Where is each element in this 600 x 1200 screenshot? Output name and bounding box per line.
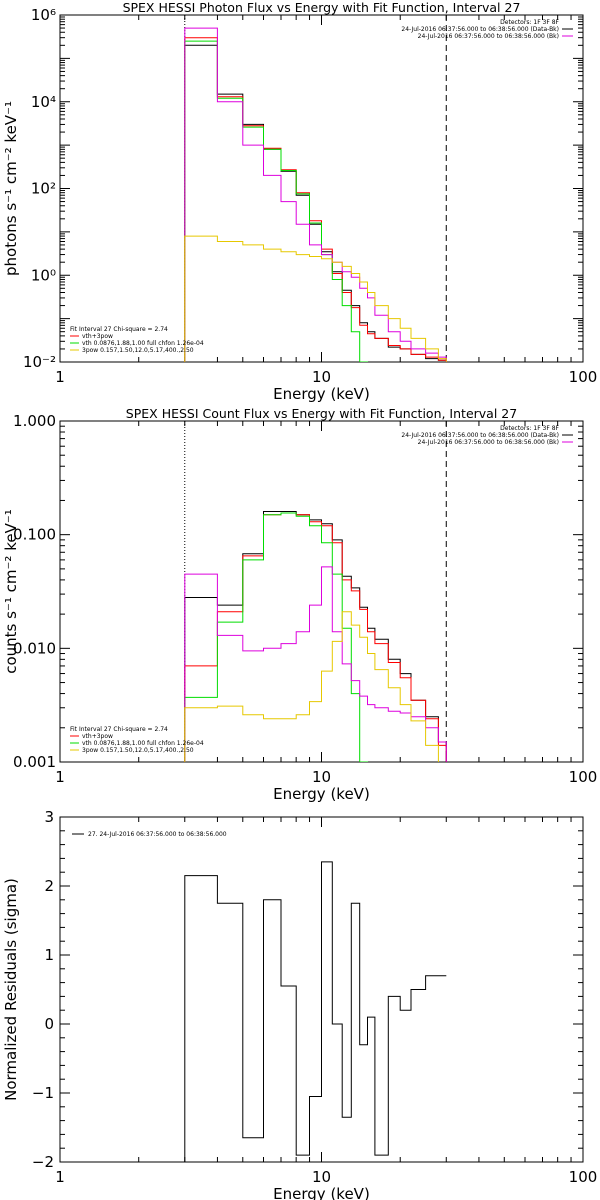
x-tick-label: 100 — [569, 768, 598, 786]
y-tick-label: 0.001 — [13, 753, 56, 771]
x-tick-label: 100 — [569, 368, 598, 386]
legend-entry-data: 24-Jul-2016 06:37:56.000 to 06:38:56.000… — [401, 432, 559, 439]
series-line-bk — [184, 27, 447, 362]
fit-legend: Fit Interval 27 Chi-square = 2.74vth+3po… — [70, 326, 204, 354]
legend-fit-component: 3pow 0.157,1.50,12.0,5.17,400.,2.50 — [82, 347, 194, 354]
x-axis-label: Energy (keV) — [273, 385, 370, 403]
y-tick-label: 1.000 — [13, 412, 56, 430]
legend-entry: 27. 24-Jul-2016 06:37:56.000 to 06:38:56… — [88, 831, 227, 838]
y-tick-label: −1 — [32, 1084, 54, 1102]
y-tick-label: 10² — [31, 180, 56, 198]
y-tick-label: 0 — [44, 1015, 54, 1033]
legend-detectors: Detectors: 1F 3F 8F — [500, 19, 559, 26]
legend-entry-bk: 24-Jul-2016 06:37:56.000 to 06:38:56.000… — [418, 439, 559, 446]
series-line-vth — [184, 40, 447, 362]
x-tick-label: 100 — [569, 1168, 598, 1186]
y-tick-label: 2 — [44, 877, 54, 895]
x-tick-label: 10 — [312, 368, 331, 386]
legend-entry-data: 24-Jul-2016 06:37:56.000 to 06:38:56.000… — [401, 26, 559, 33]
legend-entry-bk: 24-Jul-2016 06:37:56.000 to 06:38:56.000… — [418, 33, 559, 40]
legend-fit-component: vth+3pow — [82, 733, 113, 740]
series-line-data-bk — [184, 44, 447, 362]
series-line-vth — [184, 512, 447, 762]
x-tick-label: 1 — [55, 768, 65, 786]
legend-fit-component: vth+3pow — [82, 333, 113, 340]
y-tick-label: 1 — [44, 946, 54, 964]
x-tick-label: 1 — [55, 368, 65, 386]
data-series-group — [184, 861, 447, 1162]
y-tick-label: −2 — [32, 1153, 54, 1171]
legend-fit-component: vth 0.0876,1.88,1.00 full chfon 1.26e-04 — [82, 340, 204, 347]
y-tick-label: 10⁻² — [23, 353, 56, 371]
series-line-data-bk — [184, 511, 447, 762]
plot-frame — [59, 14, 584, 363]
series-line-3pow — [184, 235, 447, 362]
series-line-bk — [184, 566, 447, 762]
x-tick-label: 10 — [312, 1168, 331, 1186]
legend-fit-component: vth 0.0876,1.88,1.00 full chfon 1.26e-04 — [82, 740, 204, 747]
chart-panel-1: SPEX HESSI Photon Flux vs Energy with Fi… — [2, 0, 597, 403]
series-line-vth-3pow — [184, 512, 447, 762]
legend-fit-interval: Fit Interval 27 Chi-square = 2.74 — [70, 326, 168, 333]
data-series-group — [184, 27, 447, 362]
data-series-group — [184, 511, 447, 762]
series-line-vth-3pow — [184, 37, 447, 362]
legend-fit-interval: Fit Interval 27 Chi-square = 2.74 — [70, 726, 168, 733]
y-axis-label: counts s⁻¹ cm⁻² keV⁻¹ — [2, 509, 20, 674]
y-axis-label: Normalized Residuals (sigma) — [2, 878, 20, 1101]
chart-title: SPEX HESSI Count Flux vs Energy with Fit… — [126, 406, 517, 421]
y-tick-label: 3 — [44, 808, 54, 826]
fit-legend: Fit Interval 27 Chi-square = 2.74vth+3po… — [70, 726, 204, 754]
y-tick-label: 0.100 — [13, 526, 56, 544]
series-line-27-24-jul-2016-06-37-56-000-to — [184, 861, 447, 1162]
x-tick-label: 10 — [312, 768, 331, 786]
x-tick-label: 1 — [55, 1168, 65, 1186]
residual-legend: 27. 24-Jul-2016 06:37:56.000 to 06:38:56… — [72, 831, 227, 838]
series-line-3pow — [184, 611, 447, 762]
y-tick-label: 10⁶ — [31, 6, 56, 24]
y-axis-label: photons s⁻¹ cm⁻² keV⁻¹ — [2, 101, 20, 276]
chart-panel-3: 1 10 100 Energy (keV) −2 −1 0 1 2 3 Normalized Res… — [2, 808, 597, 1200]
y-tick-label: 0.010 — [13, 639, 56, 657]
chart-title: SPEX HESSI Photon Flux vs Energy with Fi… — [123, 0, 521, 15]
legend-detectors: Detectors: 1F 3F 8F — [500, 425, 559, 432]
legend-fit-component: 3pow 0.157,1.50,12.0,5.17,400.,2.50 — [82, 747, 194, 754]
x-axis-label: Energy (keV) — [273, 1185, 370, 1200]
x-axis-label: Energy (keV) — [273, 785, 370, 803]
y-tick-label: 10⁰ — [31, 266, 56, 284]
y-tick-label: 10⁴ — [31, 93, 56, 111]
chart-panel-2: SPEX HESSI Count Flux vs Energy with Fit… — [2, 406, 597, 803]
